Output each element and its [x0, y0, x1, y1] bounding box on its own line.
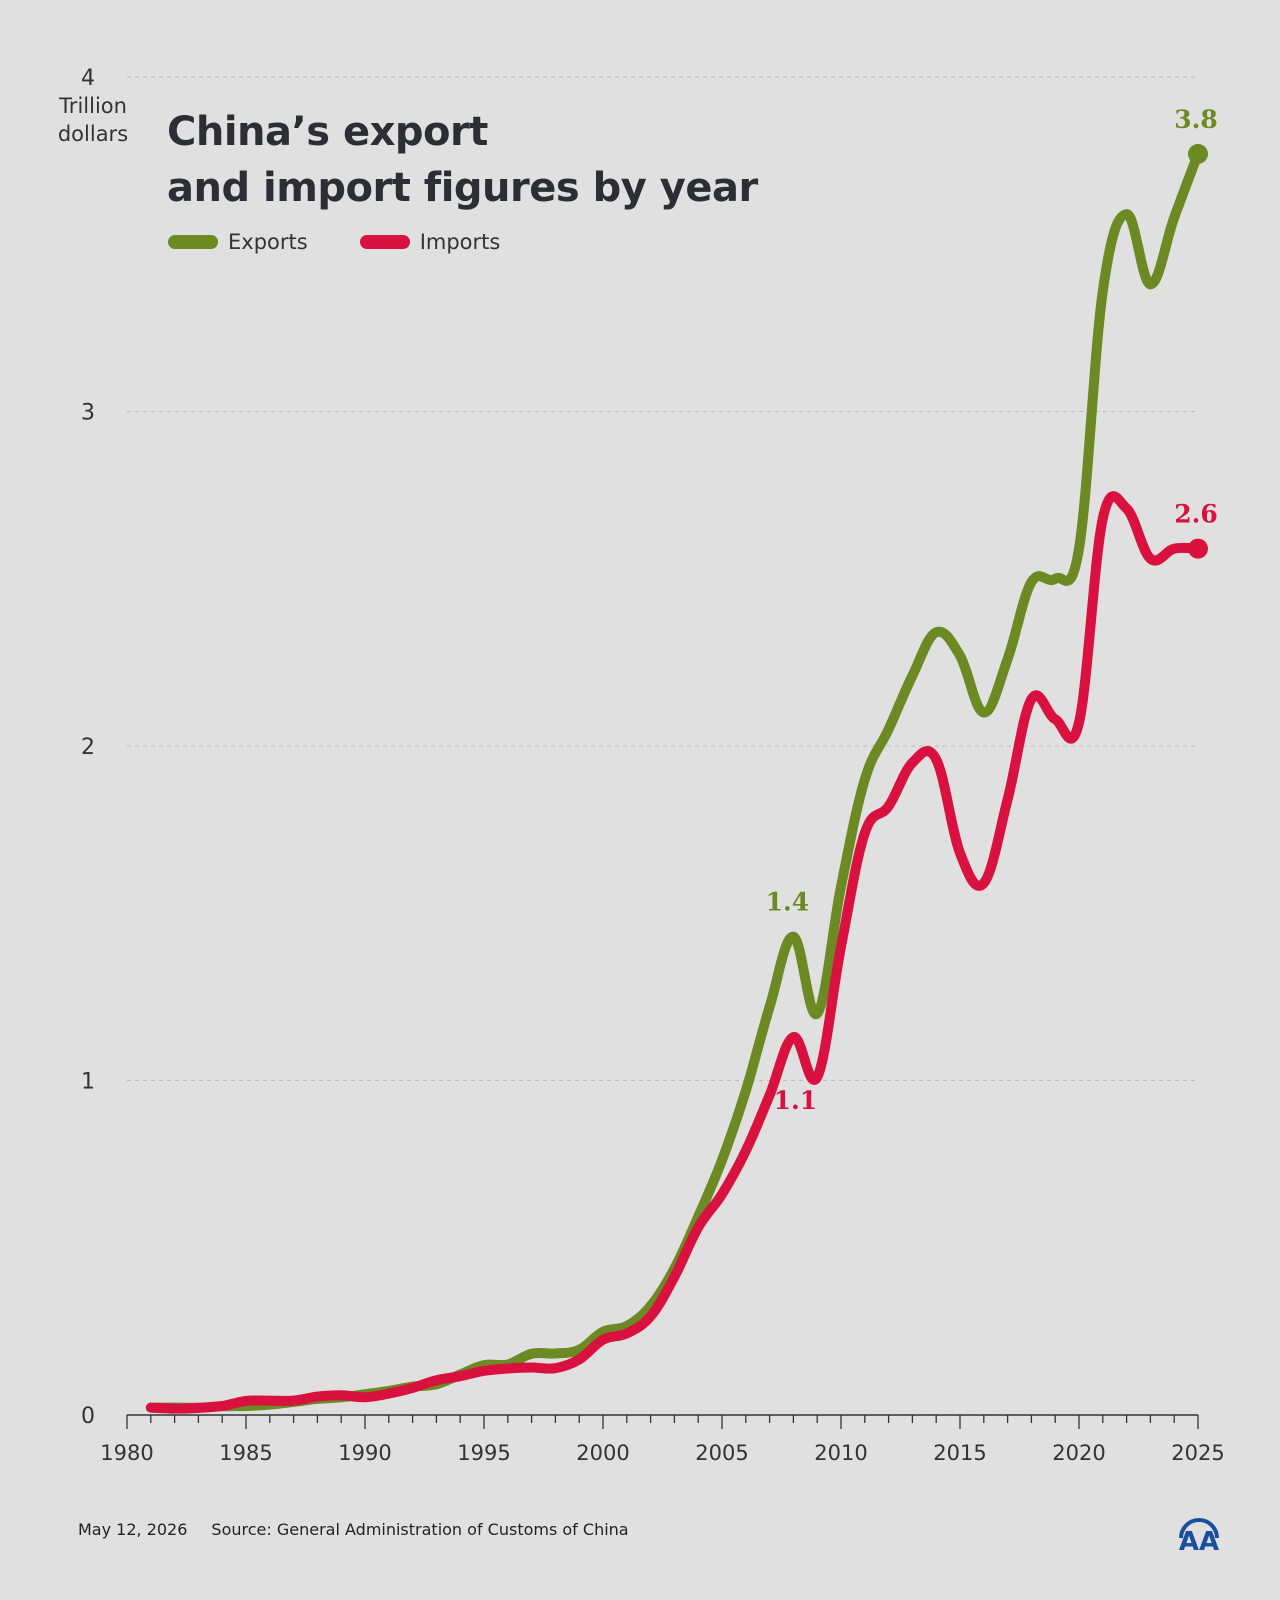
legend-item-imports: Imports [359, 230, 501, 254]
chart-title: China’s export and import figures by yea… [167, 104, 867, 216]
footer-source: Source: General Administration of Custom… [211, 1520, 629, 1539]
chart-title-line1: China’s export [167, 109, 488, 155]
y-tick-label: 1 [81, 1070, 95, 1095]
end-point-exports [1188, 143, 1208, 164]
x-tick-label: 1995 [457, 1441, 510, 1465]
legend-swatch-imports [359, 235, 410, 249]
legend-label-exports: Exports [228, 230, 308, 254]
x-tick-label: 2025 [1171, 1441, 1224, 1465]
aa-logo-text: AA [1179, 1527, 1219, 1556]
x-axis [126, 1414, 1199, 1429]
x-tick-label: 2000 [576, 1441, 629, 1465]
x-tick-label: 2010 [814, 1441, 867, 1465]
end-point-imports [1188, 538, 1208, 559]
footer: May 12, 2026 Source: General Administrat… [78, 1520, 629, 1539]
grid-lines [127, 76, 1198, 1081]
x-axis-ticks: 1980 1985 1990 1995 2000 2005 2010 2015 2020 2025 [100, 1441, 1224, 1465]
y-unit-line2: dollars [57, 122, 129, 146]
y-axis-ticks: 0 1 2 3 4 [81, 66, 95, 1429]
y-tick-label: 0 [81, 1404, 95, 1429]
x-tick-label: 1980 [100, 1441, 153, 1465]
y-tick-label: 4 [81, 66, 95, 91]
data-labels: 1.4 1.1 3.8 2.6 [766, 105, 1218, 1115]
y-unit-line1: Trillion [59, 94, 127, 118]
series-line-imports [145, 491, 1203, 1414]
legend-swatch-exports [168, 235, 218, 249]
data-label-exports: 3.8 [1174, 105, 1218, 134]
x-tick-label: 2020 [1052, 1441, 1105, 1465]
data-label-imports: 1.1 [774, 1086, 818, 1115]
y-tick-label: 2 [81, 735, 95, 760]
data-label-imports: 2.6 [1174, 500, 1218, 529]
x-tick-label: 2005 [695, 1441, 748, 1465]
series-line-exports [145, 148, 1203, 1413]
series-lines [145, 143, 1208, 1414]
legend-item-exports: Exports [168, 230, 308, 254]
legend: Exports Imports [168, 230, 500, 254]
data-label-exports: 1.4 [766, 888, 810, 917]
x-tick-label: 1990 [338, 1441, 391, 1465]
y-tick-label: 3 [81, 401, 95, 426]
x-tick-label: 1985 [219, 1441, 272, 1465]
legend-label-imports: Imports [419, 230, 501, 254]
chart-title-line2: and import figures by year [167, 165, 758, 211]
aa-agency-logo-icon: AA [1179, 1518, 1219, 1556]
footer-date: May 12, 2026 [78, 1520, 188, 1539]
y-axis-unit-label: Trillion dollars [50, 92, 136, 148]
x-tick-label: 2015 [933, 1441, 986, 1465]
